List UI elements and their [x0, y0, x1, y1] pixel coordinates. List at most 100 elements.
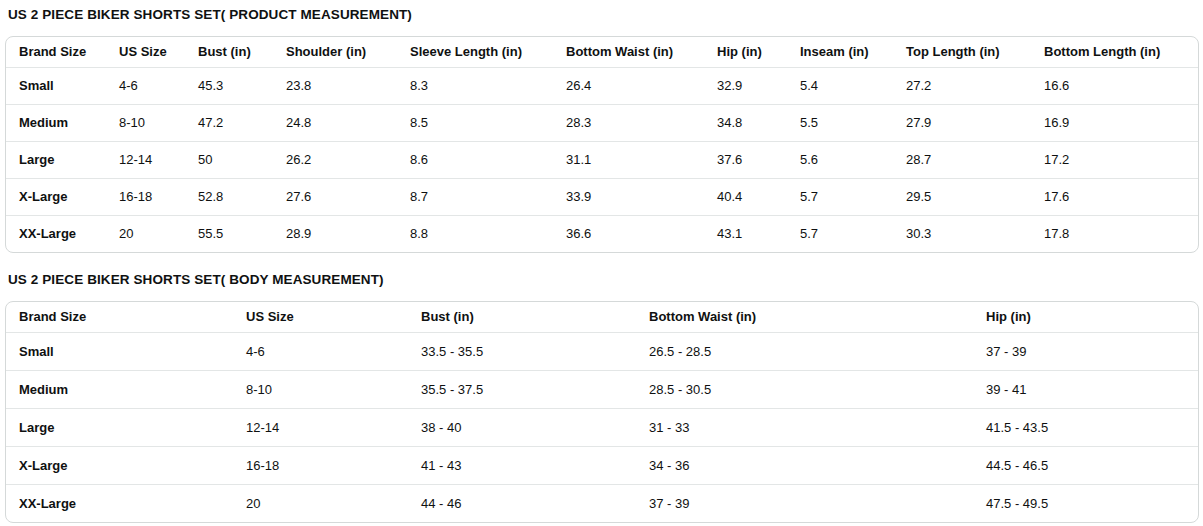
- column-header: Bust (in): [185, 37, 273, 68]
- data-cell: 32.9: [704, 68, 787, 105]
- row-header-cell: XX-Large: [6, 216, 106, 252]
- data-cell: 38 - 40: [408, 409, 636, 447]
- header-row: Brand SizeUS SizeBust (in)Shoulder (in)S…: [6, 37, 1198, 68]
- data-cell: 34.8: [704, 105, 787, 142]
- data-cell: 27.2: [893, 68, 1031, 105]
- data-cell: 27.6: [273, 179, 397, 216]
- data-cell: 34 - 36: [636, 447, 973, 485]
- column-header: Top Length (in): [893, 37, 1031, 68]
- body-measurement-section: US 2 PIECE BIKER SHORTS SET( BODY MEASUR…: [5, 270, 1192, 523]
- row-header-cell: Large: [6, 409, 233, 447]
- data-cell: 28.9: [273, 216, 397, 252]
- column-header: Sleeve Length (in): [397, 37, 553, 68]
- table-row: XX-Large2044 - 4637 - 3947.5 - 49.5: [6, 485, 1198, 522]
- product-measurement-table: Brand SizeUS SizeBust (in)Shoulder (in)S…: [5, 36, 1199, 253]
- data-cell: 8.5: [397, 105, 553, 142]
- table-row: Small4-645.323.88.326.432.95.427.216.6: [6, 68, 1198, 105]
- column-header: Bottom Length (in): [1031, 37, 1198, 68]
- table-row: X-Large16-1852.827.68.733.940.45.729.517…: [6, 179, 1198, 216]
- data-cell: 43.1: [704, 216, 787, 252]
- data-cell: 37 - 39: [973, 333, 1198, 371]
- data-cell: 16.6: [1031, 68, 1198, 105]
- data-cell: 47.5 - 49.5: [973, 485, 1198, 522]
- data-cell: 5.6: [787, 142, 893, 179]
- data-cell: 37.6: [704, 142, 787, 179]
- column-header: Shoulder (in): [273, 37, 397, 68]
- data-cell: 5.7: [787, 216, 893, 252]
- data-cell: 27.9: [893, 105, 1031, 142]
- data-cell: 33.5 - 35.5: [408, 333, 636, 371]
- data-cell: 30.3: [893, 216, 1031, 252]
- data-cell: 41.5 - 43.5: [973, 409, 1198, 447]
- row-header-cell: Small: [6, 68, 106, 105]
- table-row: Large12-145026.28.631.137.65.628.717.2: [6, 142, 1198, 179]
- product-measurement-title: US 2 PIECE BIKER SHORTS SET( PRODUCT MEA…: [5, 5, 1192, 23]
- data-cell: 26.4: [553, 68, 704, 105]
- table-row: Medium8-1047.224.88.528.334.85.527.916.9: [6, 105, 1198, 142]
- data-cell: 20: [233, 485, 408, 522]
- data-cell: 16-18: [106, 179, 185, 216]
- data-cell: 28.3: [553, 105, 704, 142]
- data-cell: 24.8: [273, 105, 397, 142]
- body-measurement-title: US 2 PIECE BIKER SHORTS SET( BODY MEASUR…: [5, 270, 1192, 288]
- size-chart-page: US 2 PIECE BIKER SHORTS SET( PRODUCT MEA…: [0, 0, 1198, 523]
- data-cell: 45.3: [185, 68, 273, 105]
- data-cell: 12-14: [106, 142, 185, 179]
- data-cell: 5.7: [787, 179, 893, 216]
- body-measurement-table: Brand SizeUS SizeBust (in)Bottom Waist (…: [5, 301, 1199, 523]
- table-row: Large12-1438 - 4031 - 3341.5 - 43.5: [6, 409, 1198, 447]
- column-header: Brand Size: [6, 302, 233, 333]
- column-header: Inseam (in): [787, 37, 893, 68]
- table-row: XX-Large2055.528.98.836.643.15.730.317.8: [6, 216, 1198, 252]
- data-cell: 12-14: [233, 409, 408, 447]
- data-cell: 17.2: [1031, 142, 1198, 179]
- data-cell: 16-18: [233, 447, 408, 485]
- data-cell: 35.5 - 37.5: [408, 371, 636, 409]
- data-cell: 33.9: [553, 179, 704, 216]
- column-header: US Size: [106, 37, 185, 68]
- data-cell: 8.3: [397, 68, 553, 105]
- data-cell: 8-10: [106, 105, 185, 142]
- data-cell: 39 - 41: [973, 371, 1198, 409]
- data-cell: 28.5 - 30.5: [636, 371, 973, 409]
- row-header-cell: Medium: [6, 371, 233, 409]
- column-header: Brand Size: [6, 37, 106, 68]
- data-cell: 55.5: [185, 216, 273, 252]
- row-header-cell: Small: [6, 333, 233, 371]
- data-cell: 41 - 43: [408, 447, 636, 485]
- data-cell: 31.1: [553, 142, 704, 179]
- data-cell: 37 - 39: [636, 485, 973, 522]
- row-header-cell: XX-Large: [6, 485, 233, 522]
- data-cell: 26.5 - 28.5: [636, 333, 973, 371]
- data-cell: 8.7: [397, 179, 553, 216]
- data-cell: 4-6: [106, 68, 185, 105]
- header-row: Brand SizeUS SizeBust (in)Bottom Waist (…: [6, 302, 1198, 333]
- column-header: Bottom Waist (in): [636, 302, 973, 333]
- data-cell: 52.8: [185, 179, 273, 216]
- data-cell: 4-6: [233, 333, 408, 371]
- data-cell: 5.5: [787, 105, 893, 142]
- data-cell: 50: [185, 142, 273, 179]
- row-header-cell: Large: [6, 142, 106, 179]
- product-measurement-section: US 2 PIECE BIKER SHORTS SET( PRODUCT MEA…: [5, 5, 1192, 253]
- row-header-cell: X-Large: [6, 179, 106, 216]
- data-cell: 29.5: [893, 179, 1031, 216]
- data-cell: 36.6: [553, 216, 704, 252]
- data-cell: 5.4: [787, 68, 893, 105]
- data-cell: 23.8: [273, 68, 397, 105]
- column-header: Bust (in): [408, 302, 636, 333]
- column-header: Bottom Waist (in): [553, 37, 704, 68]
- column-header: Hip (in): [973, 302, 1198, 333]
- row-header-cell: Medium: [6, 105, 106, 142]
- column-header: US Size: [233, 302, 408, 333]
- data-cell: 8-10: [233, 371, 408, 409]
- data-cell: 17.8: [1031, 216, 1198, 252]
- table-row: X-Large16-1841 - 4334 - 3644.5 - 46.5: [6, 447, 1198, 485]
- data-cell: 8.8: [397, 216, 553, 252]
- data-cell: 8.6: [397, 142, 553, 179]
- data-cell: 20: [106, 216, 185, 252]
- data-cell: 16.9: [1031, 105, 1198, 142]
- data-cell: 44 - 46: [408, 485, 636, 522]
- data-cell: 31 - 33: [636, 409, 973, 447]
- data-cell: 26.2: [273, 142, 397, 179]
